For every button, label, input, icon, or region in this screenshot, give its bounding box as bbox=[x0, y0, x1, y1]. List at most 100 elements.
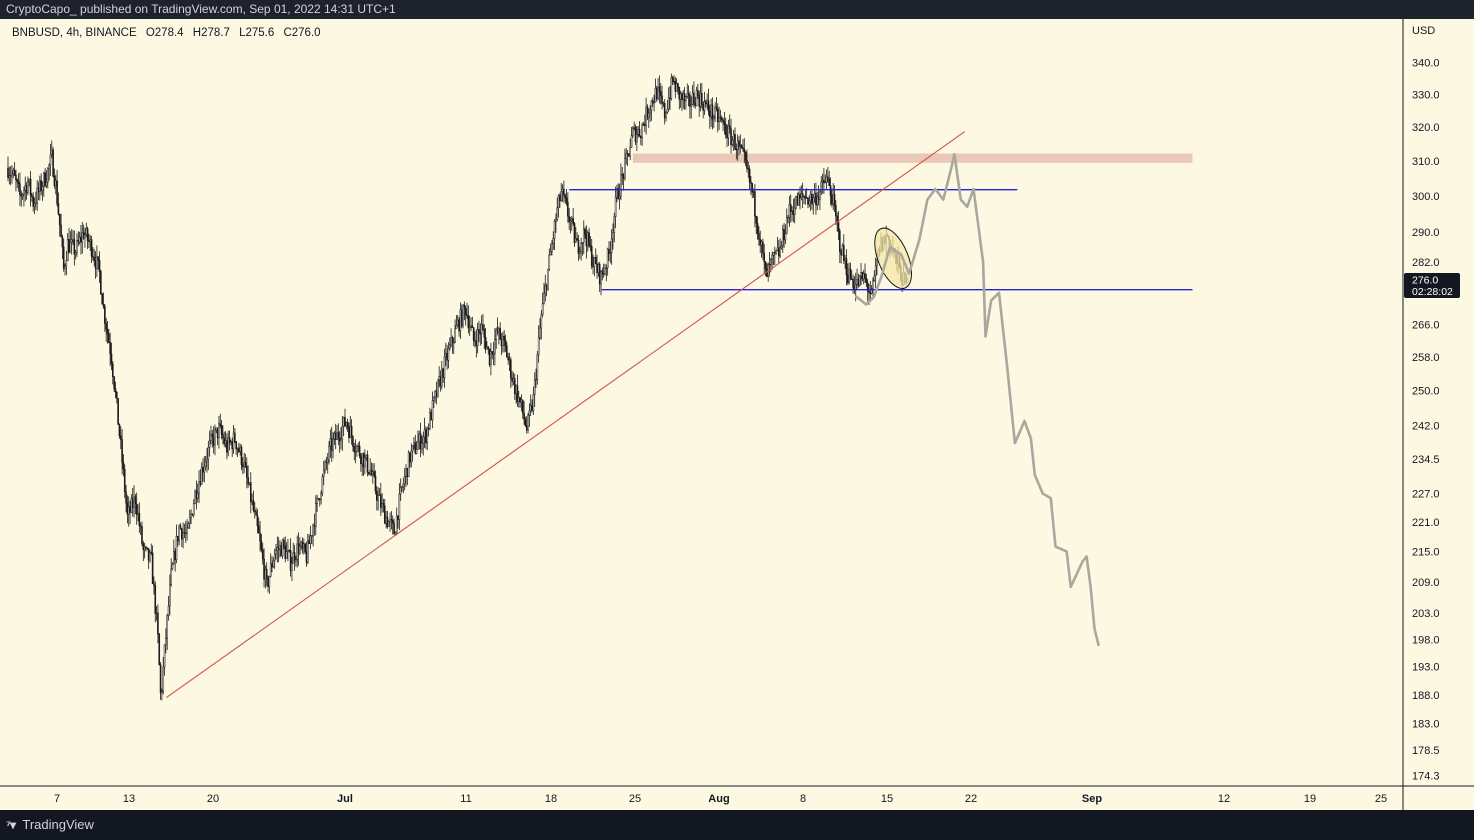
candle bbox=[434, 389, 436, 403]
candle-body bbox=[833, 194, 836, 206]
candle bbox=[342, 416, 345, 437]
candle-body bbox=[865, 277, 868, 283]
candle bbox=[413, 437, 415, 450]
symbol-label[interactable]: BNBUSD, 4h, BINANCE bbox=[12, 27, 137, 39]
candle bbox=[89, 235, 92, 252]
candle bbox=[677, 82, 679, 95]
candle bbox=[297, 532, 300, 566]
candle-body bbox=[114, 388, 117, 393]
candle bbox=[90, 235, 93, 264]
y-tick-label: 193.0 bbox=[1412, 662, 1440, 674]
candle-body bbox=[837, 222, 840, 232]
candle bbox=[636, 125, 638, 152]
candle-body bbox=[211, 433, 214, 438]
candle bbox=[171, 562, 174, 571]
candle-body bbox=[779, 247, 781, 257]
brand-name[interactable]: TradingView bbox=[22, 817, 94, 832]
candle bbox=[155, 606, 158, 621]
x-tick-label: 15 bbox=[881, 793, 893, 805]
candle-body bbox=[601, 270, 604, 275]
candle-body bbox=[65, 260, 68, 267]
candle bbox=[170, 558, 172, 587]
candle bbox=[35, 191, 37, 210]
candle bbox=[483, 324, 486, 349]
candle-body bbox=[15, 175, 17, 181]
candle bbox=[812, 194, 815, 215]
candle-body bbox=[300, 542, 302, 547]
candle bbox=[533, 372, 536, 407]
price-chart[interactable]: 340.0330.0320.0310.0300.0290.0282.0274.0… bbox=[0, 19, 1474, 810]
candle-body bbox=[8, 175, 11, 178]
candle-body bbox=[393, 522, 395, 535]
candle-body bbox=[694, 102, 697, 106]
candle bbox=[800, 185, 803, 201]
candle bbox=[387, 520, 390, 527]
candle bbox=[188, 509, 191, 530]
candle bbox=[488, 348, 491, 368]
candle-body bbox=[819, 191, 821, 201]
candle bbox=[665, 111, 667, 122]
candle-body bbox=[215, 427, 218, 431]
candle-body bbox=[512, 378, 515, 382]
candle-body bbox=[613, 216, 616, 233]
chart-area[interactable]: 340.0330.0320.0310.0300.0290.0282.0274.0… bbox=[0, 19, 1474, 810]
candle bbox=[618, 183, 621, 210]
candle bbox=[844, 254, 846, 269]
candle bbox=[256, 508, 259, 534]
candle bbox=[547, 268, 549, 291]
candle bbox=[426, 426, 429, 451]
candle bbox=[864, 263, 866, 283]
candle-body bbox=[632, 128, 634, 136]
candle-body bbox=[589, 245, 592, 247]
candle-body bbox=[210, 433, 212, 441]
candle-body bbox=[177, 535, 179, 542]
candle bbox=[401, 485, 403, 492]
candle bbox=[476, 322, 479, 354]
candle bbox=[770, 258, 772, 273]
candle bbox=[766, 263, 768, 277]
candle-body bbox=[544, 284, 547, 294]
candle bbox=[121, 429, 123, 475]
candle bbox=[330, 426, 333, 463]
candle bbox=[808, 195, 811, 208]
candle bbox=[9, 166, 12, 186]
candle-body bbox=[569, 220, 572, 223]
candle-body bbox=[385, 516, 387, 524]
candle bbox=[528, 403, 531, 428]
candle-body bbox=[513, 378, 516, 394]
candle-body bbox=[206, 458, 208, 462]
candle bbox=[44, 167, 46, 188]
candle bbox=[731, 135, 734, 147]
candle bbox=[279, 540, 281, 558]
candle bbox=[640, 135, 642, 146]
publisher-bar: CryptoCapo_ published on TradingView.com… bbox=[0, 0, 1474, 19]
candle-body bbox=[80, 236, 82, 243]
candle-body bbox=[797, 194, 800, 206]
candle-body bbox=[850, 278, 853, 280]
candle bbox=[303, 538, 305, 555]
candle bbox=[523, 401, 525, 425]
candle bbox=[829, 177, 832, 206]
candle bbox=[53, 168, 56, 189]
candle bbox=[350, 419, 353, 445]
candle bbox=[268, 575, 271, 594]
candle-body bbox=[227, 437, 230, 453]
candle bbox=[360, 453, 362, 472]
candle bbox=[333, 431, 336, 446]
candle bbox=[479, 323, 482, 346]
candle bbox=[781, 224, 784, 253]
candle bbox=[77, 231, 80, 247]
candle bbox=[831, 188, 833, 208]
candle bbox=[703, 91, 706, 115]
candle-body bbox=[20, 194, 23, 197]
candle-body bbox=[433, 396, 435, 401]
candle bbox=[442, 367, 444, 383]
candle-body bbox=[184, 532, 187, 535]
candle bbox=[419, 422, 422, 457]
candle-body bbox=[642, 123, 645, 126]
candle bbox=[720, 115, 723, 123]
candle bbox=[861, 271, 864, 282]
candle-body bbox=[263, 558, 265, 580]
candle bbox=[597, 262, 600, 277]
candle bbox=[714, 102, 716, 123]
